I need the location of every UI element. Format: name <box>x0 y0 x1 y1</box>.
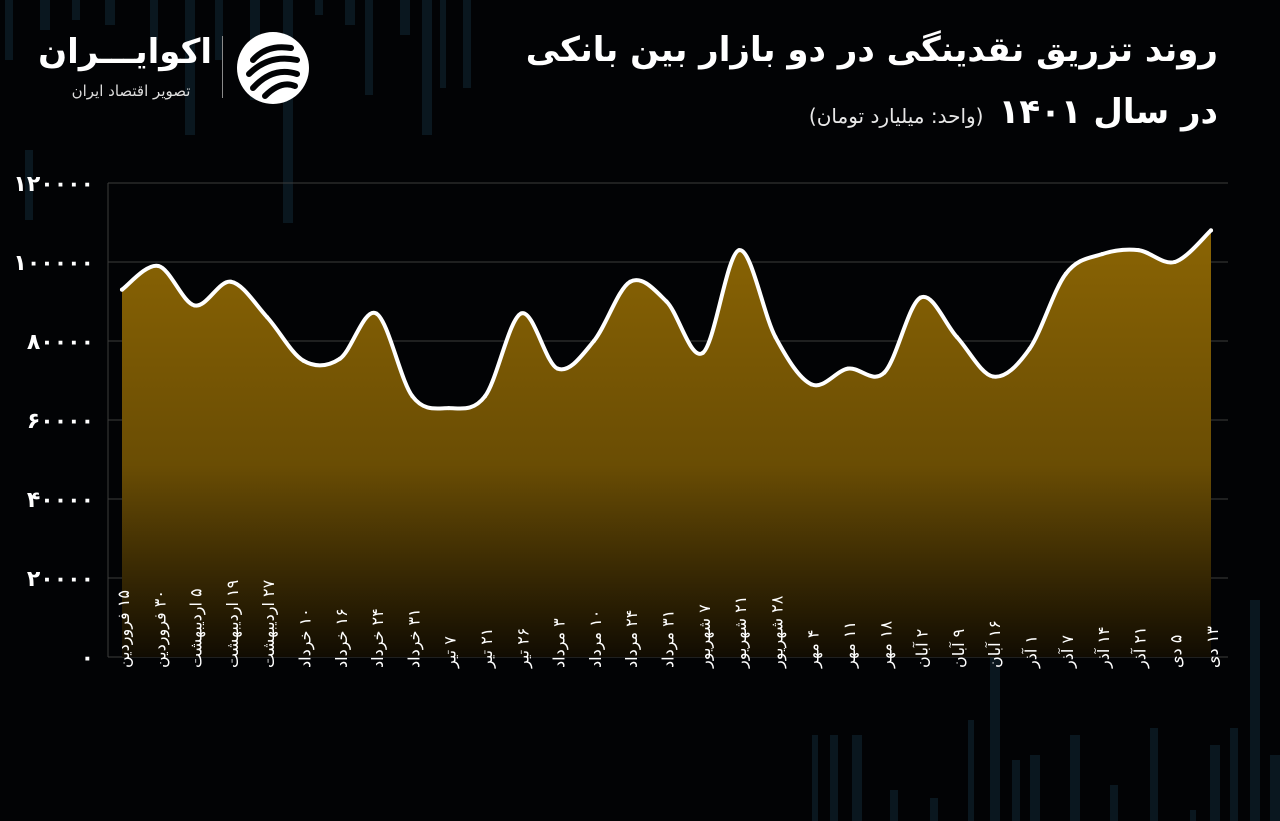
data-point <box>483 394 487 399</box>
x-tick-label: ۷ تیر <box>441 636 461 669</box>
x-tick-label: ۱۶ خرداد <box>332 608 352 668</box>
x-tick-label: ۱۶ آبان <box>985 620 1004 668</box>
data-point <box>446 406 451 411</box>
y-tick-label: ۸۰۰۰۰ <box>27 330 94 355</box>
x-tick-label: ۷ آذر <box>1058 635 1078 669</box>
data-point <box>700 350 705 355</box>
x-tick-label: ۳۱ خرداد <box>404 608 424 668</box>
data-point <box>846 366 850 371</box>
data-point <box>301 358 306 363</box>
brand-name: اکوایـــران <box>38 32 212 72</box>
y-tick-label: ۲۰۰۰۰ <box>27 567 94 592</box>
data-point <box>628 279 633 284</box>
data-points <box>120 228 1213 411</box>
x-tick-label: ۲۴ مرداد <box>622 610 642 668</box>
data-point <box>1136 248 1141 253</box>
y-tick-label: ۴۰۰۰۰ <box>27 488 94 513</box>
data-point <box>591 339 596 343</box>
x-tick-label: ۲۶ تیر <box>513 628 533 669</box>
data-point <box>519 311 524 316</box>
data-point <box>374 311 379 316</box>
data-point <box>1100 252 1105 257</box>
y-tick-label: ۱۰۰۰۰۰ <box>13 251 94 276</box>
data-point <box>1209 228 1213 233</box>
data-point <box>918 295 923 300</box>
x-tick-label: ۲۷ اردیبهشت <box>259 579 279 668</box>
x-tick-label: ۳۰ فروردین <box>150 590 170 668</box>
data-point <box>228 279 233 284</box>
x-tick-label: ۱۴ آذر <box>1094 626 1114 669</box>
x-tick-label: ۵ دی <box>1167 635 1186 668</box>
y-tick-label: ۱۲۰۰۰۰ <box>13 172 94 197</box>
x-tick-label: ۲ آبان <box>913 629 932 668</box>
data-point <box>954 335 959 340</box>
data-point <box>265 315 270 320</box>
x-tick-label: ۲۸ شهریور <box>767 595 787 669</box>
data-point <box>120 287 124 292</box>
series-line <box>120 228 1213 411</box>
x-tick-label: ۱۳ دی <box>1203 626 1222 668</box>
data-point <box>882 370 887 375</box>
x-tick-label: ۲۱ آذر <box>1130 626 1150 669</box>
y-tick-label: ۶۰۰۰۰ <box>27 409 94 434</box>
x-tick-label: ۱۱ مهر <box>840 621 860 669</box>
data-point <box>192 303 197 308</box>
chart-unit-label: (واحد: میلیارد تومان) <box>808 104 984 128</box>
data-point <box>410 394 415 399</box>
x-tick-label: ۱۵ فروردین <box>114 590 134 668</box>
data-point <box>1172 260 1177 264</box>
x-tick-label: ۳ مرداد <box>550 618 570 668</box>
logo-divider <box>222 36 223 98</box>
chart-subtitle-row: در سال ۱۴۰۱ (واحد: میلیارد تومان) <box>809 92 1218 132</box>
data-point <box>809 382 814 387</box>
x-tick-label: ۳۱ مرداد <box>659 610 679 668</box>
x-tick-label: ۲۴ خرداد <box>368 608 388 668</box>
x-tick-label: ۱۸ مهر <box>876 621 896 669</box>
x-tick-label: ۱۹ اردیبهشت <box>223 580 243 668</box>
brand-logo: اکوایـــران تصویر اقتصاد ایران <box>38 30 320 110</box>
y-tick-label: ۰ <box>81 646 94 671</box>
x-tick-label: ۴ مهر <box>804 630 824 669</box>
chart-subtitle: در سال ۱۴۰۱ <box>998 92 1218 132</box>
data-point <box>773 335 778 340</box>
data-point <box>1063 271 1068 276</box>
data-point <box>156 263 161 268</box>
x-tick-label: ۵ اردیبهشت <box>187 588 207 668</box>
data-point <box>664 299 669 304</box>
x-tick-label: ۱۰ مرداد <box>586 610 606 668</box>
x-tick-label: ۱۰ خرداد <box>296 608 316 668</box>
x-tick-label: ۲۱ شهریور <box>731 596 751 669</box>
y-axis: ۰ ۲۰۰۰۰ ۴۰۰۰۰ ۶۰۰۰۰ ۸۰۰۰۰ ۱۰۰۰۰۰ ۱۲۰۰۰۰ <box>13 172 94 671</box>
chart-title: روند تزریق نقدینگی در دو بازار بین بانکی <box>525 30 1218 70</box>
data-point <box>337 356 342 361</box>
x-tick-label: ۲۱ تیر <box>477 628 497 669</box>
data-point <box>1027 346 1032 351</box>
data-point <box>991 374 996 379</box>
area-fill <box>122 230 1211 657</box>
ecoiran-stripes-icon <box>237 32 309 104</box>
x-tick-label: ۱ آذر <box>1022 635 1042 669</box>
x-tick-label: ۹ آبان <box>949 629 968 668</box>
data-point <box>555 366 560 371</box>
x-tick-label: ۷ شهریور <box>695 604 715 669</box>
data-point <box>737 248 742 253</box>
brand-tagline: تصویر اقتصاد ایران <box>71 82 191 100</box>
x-axis: ۱۵ فروردین ۳۰ فروردین ۵ اردیبهشت ۱۹ اردیبهش… <box>114 579 1222 669</box>
